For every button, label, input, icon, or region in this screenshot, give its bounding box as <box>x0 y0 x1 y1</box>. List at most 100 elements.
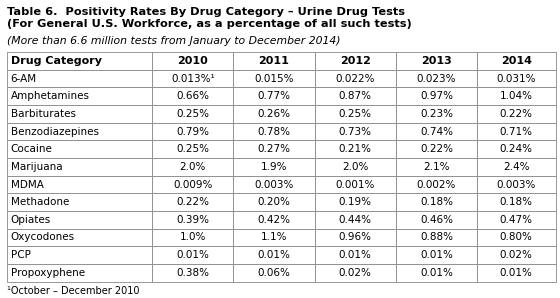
Text: 2014: 2014 <box>501 56 532 66</box>
Text: 1.04%: 1.04% <box>500 91 533 101</box>
Text: 0.003%: 0.003% <box>254 179 293 190</box>
Text: 2.0%: 2.0% <box>180 162 206 172</box>
Text: 0.015%: 0.015% <box>254 74 294 84</box>
Bar <box>315 87 396 105</box>
Bar <box>234 123 315 140</box>
Text: Drug Category: Drug Category <box>11 56 102 66</box>
Bar <box>477 140 556 158</box>
Bar <box>7 52 152 70</box>
Bar <box>7 211 152 229</box>
Text: 0.023%: 0.023% <box>417 74 456 84</box>
Bar <box>477 246 556 264</box>
Text: 0.01%: 0.01% <box>420 268 453 278</box>
Text: 1.9%: 1.9% <box>261 162 287 172</box>
Text: 0.47%: 0.47% <box>500 215 533 225</box>
Text: 0.78%: 0.78% <box>258 127 291 136</box>
Bar <box>396 70 477 87</box>
Bar <box>7 246 152 264</box>
Text: 0.18%: 0.18% <box>500 197 533 207</box>
Bar <box>396 105 477 123</box>
Text: 1.1%: 1.1% <box>261 232 287 243</box>
Bar <box>152 105 234 123</box>
Text: 0.73%: 0.73% <box>339 127 372 136</box>
Bar <box>315 211 396 229</box>
Bar <box>234 52 315 70</box>
Bar <box>7 158 152 176</box>
Text: 0.87%: 0.87% <box>339 91 372 101</box>
Bar <box>315 70 396 87</box>
Bar <box>234 140 315 158</box>
Bar <box>7 123 152 140</box>
Text: 0.031%: 0.031% <box>497 74 536 84</box>
Text: 0.38%: 0.38% <box>176 268 209 278</box>
Bar <box>315 123 396 140</box>
Text: 0.71%: 0.71% <box>500 127 533 136</box>
Text: 0.20%: 0.20% <box>258 197 291 207</box>
Text: 0.39%: 0.39% <box>176 215 209 225</box>
Bar <box>7 229 152 246</box>
Text: (For General U.S. Workforce, as a percentage of all such tests): (For General U.S. Workforce, as a percen… <box>7 19 412 30</box>
Bar <box>7 264 152 282</box>
Text: 1.0%: 1.0% <box>180 232 206 243</box>
Bar <box>315 140 396 158</box>
Text: 0.003%: 0.003% <box>497 179 536 190</box>
Bar <box>477 211 556 229</box>
Bar <box>7 70 152 87</box>
Bar <box>396 123 477 140</box>
Bar <box>7 87 152 105</box>
Text: 0.97%: 0.97% <box>420 91 453 101</box>
Text: 0.022%: 0.022% <box>335 74 375 84</box>
Bar <box>396 264 477 282</box>
Bar <box>477 70 556 87</box>
Bar <box>315 105 396 123</box>
Text: ¹October – December 2010: ¹October – December 2010 <box>7 286 139 296</box>
Bar <box>234 158 315 176</box>
Bar <box>477 264 556 282</box>
Text: 0.25%: 0.25% <box>176 109 209 119</box>
Text: 0.01%: 0.01% <box>176 250 209 260</box>
Text: 2012: 2012 <box>340 56 371 66</box>
Bar <box>152 123 234 140</box>
Text: 0.44%: 0.44% <box>339 215 372 225</box>
Bar <box>396 140 477 158</box>
Bar <box>152 264 234 282</box>
Text: 0.009%: 0.009% <box>173 179 212 190</box>
Text: 0.013%¹: 0.013%¹ <box>171 74 214 84</box>
Text: 0.42%: 0.42% <box>258 215 291 225</box>
Bar <box>477 193 556 211</box>
Text: 2013: 2013 <box>421 56 452 66</box>
Text: Cocaine: Cocaine <box>11 144 53 154</box>
Text: 0.06%: 0.06% <box>258 268 291 278</box>
Bar <box>234 229 315 246</box>
Text: 0.96%: 0.96% <box>339 232 372 243</box>
Text: 2011: 2011 <box>259 56 290 66</box>
Text: Amphetamines: Amphetamines <box>11 91 90 101</box>
Text: 0.80%: 0.80% <box>500 232 533 243</box>
Bar <box>234 176 315 193</box>
Bar <box>315 246 396 264</box>
Bar <box>234 211 315 229</box>
Bar <box>396 176 477 193</box>
Bar <box>396 87 477 105</box>
Text: 0.27%: 0.27% <box>258 144 291 154</box>
Text: 2.1%: 2.1% <box>423 162 450 172</box>
Bar <box>396 246 477 264</box>
Bar <box>152 52 234 70</box>
Text: 0.01%: 0.01% <box>420 250 453 260</box>
Bar <box>315 158 396 176</box>
Text: Oxycodones: Oxycodones <box>11 232 75 243</box>
Bar <box>152 176 234 193</box>
Text: 0.66%: 0.66% <box>176 91 209 101</box>
Bar <box>477 52 556 70</box>
Text: Marijuana: Marijuana <box>11 162 62 172</box>
Text: PCP: PCP <box>11 250 30 260</box>
Bar <box>315 264 396 282</box>
Text: Methadone: Methadone <box>11 197 69 207</box>
Text: 0.19%: 0.19% <box>339 197 372 207</box>
Bar <box>477 158 556 176</box>
Text: Opiates: Opiates <box>11 215 51 225</box>
Bar <box>396 52 477 70</box>
Text: 0.77%: 0.77% <box>258 91 291 101</box>
Bar <box>152 211 234 229</box>
Text: 0.24%: 0.24% <box>500 144 533 154</box>
